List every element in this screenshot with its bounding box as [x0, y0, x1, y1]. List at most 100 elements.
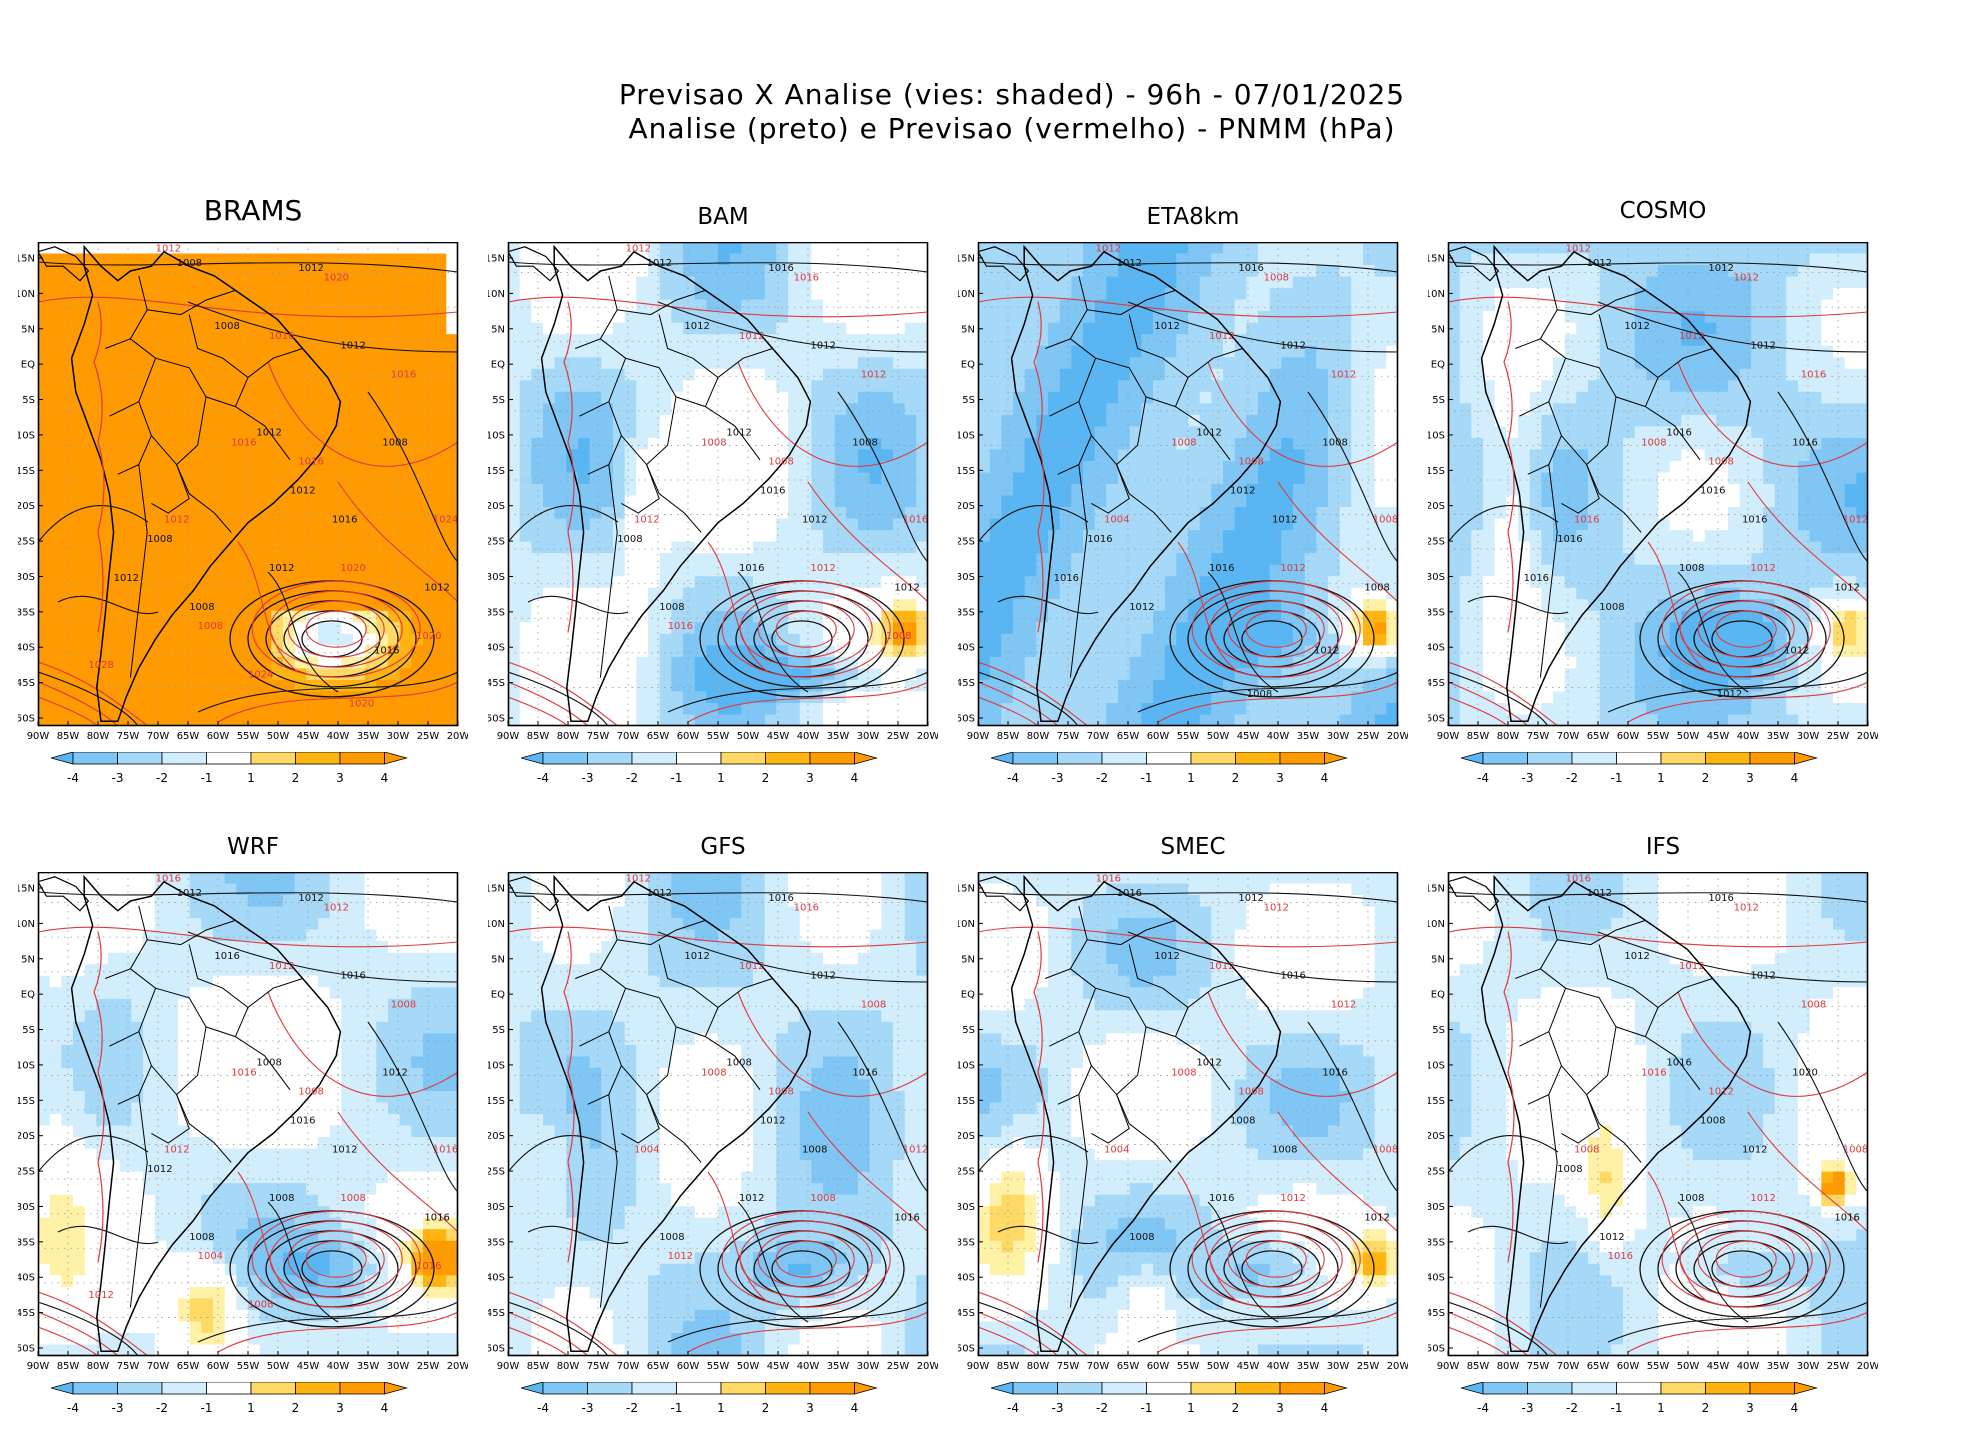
bias-cell — [718, 311, 731, 324]
bias-cell — [1269, 357, 1282, 370]
bias-cell — [764, 242, 777, 255]
bias-cell — [1153, 484, 1166, 497]
bias-cell — [376, 530, 389, 543]
bias-cell — [189, 253, 202, 266]
bias-cell — [1153, 691, 1166, 704]
bias-cell — [1153, 518, 1166, 531]
bias-cell — [869, 484, 882, 497]
bias-cell — [1258, 714, 1271, 726]
bias-cell — [1071, 507, 1084, 520]
bias-cell — [671, 345, 684, 358]
bias-cell — [753, 518, 766, 531]
bias-cell — [434, 414, 447, 427]
bias-cell — [1129, 622, 1142, 635]
forecast-contour-label: 1028 — [88, 660, 113, 671]
bias-cell — [108, 357, 121, 370]
bias-cell — [1013, 691, 1026, 704]
bias-cell — [294, 288, 307, 301]
forecast-isobar — [687, 681, 928, 723]
bias-cell — [811, 518, 824, 531]
bias-cell — [434, 276, 447, 289]
bias-cell — [811, 391, 824, 404]
bias-cell — [1246, 391, 1259, 404]
bias-cell — [1048, 334, 1061, 347]
bias-cell — [718, 449, 731, 462]
bias-cell — [388, 311, 401, 324]
bias-cell — [119, 495, 132, 508]
bias-cell — [1176, 668, 1189, 681]
bias-cell — [1013, 703, 1026, 716]
bias-cell — [508, 484, 521, 497]
bias-cell — [189, 495, 202, 508]
bias-cell — [811, 472, 824, 485]
bias-cell — [1351, 576, 1364, 589]
bias-cell — [989, 679, 1002, 692]
bias-cell — [776, 345, 789, 358]
bias-cell — [519, 322, 532, 335]
bias-cell — [1094, 714, 1107, 726]
bias-cell — [1316, 541, 1329, 554]
bias-cell — [1118, 541, 1131, 554]
bias-cell — [1339, 564, 1352, 577]
bias-cell — [531, 656, 544, 669]
bias-cell — [531, 472, 544, 485]
bias-cell — [84, 714, 97, 726]
bias-cell — [729, 334, 742, 347]
bias-cell — [189, 472, 202, 485]
bias-cell — [423, 472, 436, 485]
bias-cell — [434, 437, 447, 450]
bias-cell — [224, 714, 237, 726]
bias-cell — [1001, 599, 1014, 612]
bias-cell — [1141, 518, 1154, 531]
bias-cell — [1246, 242, 1259, 255]
bias-cell — [823, 530, 836, 543]
bias-cell — [49, 403, 62, 416]
bias-cell — [1106, 518, 1119, 531]
bias-cell — [869, 368, 882, 381]
figure-title: Previsao X Analise (vies: shaded) - 96h … — [0, 78, 1964, 146]
bias-cell — [1304, 530, 1317, 543]
bias-cell — [519, 276, 532, 289]
bias-cell — [788, 714, 801, 726]
bias-cell — [388, 507, 401, 520]
bias-cell — [881, 472, 894, 485]
bias-cell — [1211, 472, 1224, 485]
colorbar-label: -4 — [67, 771, 79, 785]
bias-cell — [613, 576, 626, 589]
bias-cell — [1071, 391, 1084, 404]
bias-cell — [834, 633, 847, 646]
bias-cell — [904, 334, 917, 347]
bias-cell — [1246, 322, 1259, 335]
bias-cell — [753, 299, 766, 312]
bias-cell — [294, 507, 307, 520]
bias-cell — [834, 437, 847, 450]
bias-cell — [1106, 564, 1119, 577]
bias-cell — [718, 656, 731, 669]
bias-cell — [788, 633, 801, 646]
bias-cell — [1199, 242, 1212, 255]
bias-cell — [1374, 703, 1387, 716]
bias-cell — [1234, 495, 1247, 508]
bias-cell — [706, 679, 719, 692]
bias-cell — [131, 703, 144, 716]
bias-cell — [318, 299, 331, 312]
bias-cell — [1351, 437, 1364, 450]
bias-cell — [1363, 507, 1376, 520]
bias-cell — [543, 714, 556, 726]
bias-cell — [49, 437, 62, 450]
lat-label: 35S — [958, 607, 975, 618]
bias-cell — [554, 368, 567, 381]
bias-cell — [1328, 507, 1341, 520]
bias-cell — [543, 518, 556, 531]
bias-cell — [636, 703, 649, 716]
bias-cell — [154, 714, 167, 726]
bias-cell — [318, 714, 331, 726]
analysis-isobar — [38, 671, 139, 726]
bias-cell — [811, 322, 824, 335]
bias-cell — [893, 656, 906, 669]
bias-cell — [166, 437, 179, 450]
bias-cell — [1059, 357, 1072, 370]
bias-cell — [178, 599, 191, 612]
bias-cell — [893, 553, 906, 566]
bias-cell — [718, 242, 731, 255]
